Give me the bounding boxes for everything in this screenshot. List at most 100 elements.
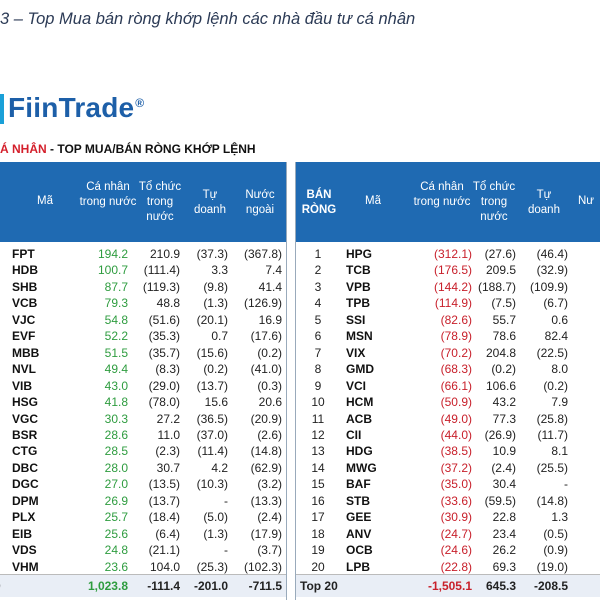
top-net-sell-table: BÁN RÒNG Mã Cá nhân trong nước Tổ chức t… xyxy=(296,162,600,598)
tu-doanh-value: (0.2) xyxy=(543,378,568,393)
table-row: VGC 30.3 27.2 (36.5) (20.9) xyxy=(0,411,286,428)
logo-accent-bar xyxy=(0,94,4,124)
stock-code: MSN xyxy=(346,329,373,344)
row-rank: 9 xyxy=(314,378,322,393)
table-row: 17 GEE (30.9) 22.8 1.3 xyxy=(296,509,600,526)
to-chuc-value: (0.2) xyxy=(491,362,516,377)
to-chuc-value: 48.8 xyxy=(156,296,180,311)
stock-code: DPM xyxy=(12,493,39,508)
table-row: 3 VPB (144.2) (188.7) (109.9) xyxy=(296,279,600,296)
logo-registered-mark: ® xyxy=(135,96,145,110)
tu-doanh-value: (11.4) xyxy=(197,444,228,459)
stock-code: GEE xyxy=(346,510,372,525)
right-total-to-chuc: 645.3 xyxy=(485,579,516,593)
stock-code: SSI xyxy=(346,312,366,327)
top-net-buy-table: Mã Cá nhân trong nước Tổ chức trong nước… xyxy=(0,162,286,598)
ca-nhan-value: 52.2 xyxy=(104,329,128,344)
table-row: 6 MSN (78.9) 78.6 82.4 xyxy=(296,328,600,345)
ca-nhan-value: 26.9 xyxy=(104,493,128,508)
tu-doanh-value: - xyxy=(564,477,568,492)
table-row: DGC 27.0 (13.5) (10.3) (3.2) xyxy=(0,476,286,493)
nuoc-ngoai-value: (17.6) xyxy=(250,329,282,344)
to-chuc-value: 43.2 xyxy=(492,395,516,409)
to-chuc-value: (119.3) xyxy=(142,279,180,294)
stock-code: EIB xyxy=(12,526,33,541)
nuoc-ngoai-value: (367.8) xyxy=(243,247,282,261)
stock-code: HDG xyxy=(346,444,373,459)
to-chuc-value: 106.6 xyxy=(485,378,516,393)
right-total-label: Top 20 xyxy=(300,579,338,593)
to-chuc-value: 22.8 xyxy=(492,510,516,525)
left-total-row: 0 1,023.8 -111.4 -201.0 -711.5 xyxy=(0,574,286,597)
nuoc-ngoai-value: 41.4 xyxy=(258,279,282,294)
stock-code: TPB xyxy=(346,296,370,311)
table-row: 4 TPB (114.9) (7.5) (6.7) xyxy=(296,295,600,312)
stock-code: MBB xyxy=(12,345,40,360)
to-chuc-value: 11.0 xyxy=(157,427,180,442)
table-row: VHM 23.6 104.0 (25.3) (102.3) xyxy=(0,559,286,576)
tu-doanh-value: (5.0) xyxy=(203,510,228,525)
right-header-tu-doanh: Tự doanh xyxy=(528,189,560,216)
tu-doanh-value: (22.5) xyxy=(536,345,568,360)
ca-nhan-value: (24.6) xyxy=(440,543,472,558)
nuoc-ngoai-value: (3.7) xyxy=(257,543,282,558)
to-chuc-value: 69.3 xyxy=(492,559,516,574)
tu-doanh-value: 15.6 xyxy=(204,395,228,409)
left-header-tu-doanh: Tự doanh xyxy=(194,189,226,216)
to-chuc-value: (18.4) xyxy=(148,510,180,525)
tu-doanh-value: 4.2 xyxy=(211,460,228,475)
tu-doanh-value: 0.7 xyxy=(211,329,228,344)
stock-code: NVL xyxy=(12,362,36,377)
to-chuc-value: 204.8 xyxy=(485,345,516,360)
tu-doanh-value: (32.9) xyxy=(536,263,568,278)
tu-doanh-value: (37.0) xyxy=(196,427,228,442)
stock-code: STB xyxy=(346,493,370,508)
tu-doanh-value: (0.2) xyxy=(203,362,228,377)
table-row: BSR 28.6 11.0 (37.0) (2.6) xyxy=(0,427,286,444)
tu-doanh-value: (13.7) xyxy=(196,378,228,393)
stock-code: ACB xyxy=(346,411,372,426)
table-row: 16 STB (33.6) (59.5) (14.8) xyxy=(296,493,600,510)
nuoc-ngoai-value: (20.9) xyxy=(250,411,282,426)
stock-code: GMD xyxy=(346,362,374,377)
row-rank: 16 xyxy=(311,493,325,508)
to-chuc-value: (8.3) xyxy=(155,362,180,377)
table-row: DBC 28.0 30.7 4.2 (62.9) xyxy=(0,460,286,477)
to-chuc-value: 23.4 xyxy=(492,526,516,541)
left-header-to-chuc: Tổ chức trong nước xyxy=(138,181,182,223)
tu-doanh-value: (11.7) xyxy=(537,427,568,442)
to-chuc-value: (13.5) xyxy=(148,477,180,492)
to-chuc-value: (26.9) xyxy=(484,427,516,442)
tu-doanh-value: (9.8) xyxy=(203,279,228,294)
stock-code: LPB xyxy=(346,559,370,574)
left-header-ca-nhan: Cá nhân trong nước xyxy=(79,181,137,208)
to-chuc-value: (51.6) xyxy=(148,312,180,327)
figure-caption: 3 – Top Mua bán ròng khớp lệnh các nhà đ… xyxy=(0,10,416,28)
row-rank: 11 xyxy=(311,411,325,426)
left-header-nuoc-ngoai: Nước ngoài xyxy=(245,189,275,216)
table-row: 12 CII (44.0) (26.9) (11.7) xyxy=(296,427,600,444)
ca-nhan-value: (22.8) xyxy=(440,559,472,574)
stock-code: HCM xyxy=(346,395,374,409)
row-rank: 12 xyxy=(311,427,325,442)
ca-nhan-value: 27.0 xyxy=(104,477,128,492)
stock-code: HDB xyxy=(12,263,38,278)
tu-doanh-value: 8.1 xyxy=(551,444,568,459)
stock-code: OCB xyxy=(346,543,373,558)
to-chuc-value: (111.4) xyxy=(143,263,180,278)
to-chuc-value: (21.1) xyxy=(148,543,180,558)
nuoc-ngoai-value: (62.9) xyxy=(250,460,282,475)
row-rank: 2 xyxy=(314,263,322,278)
tu-doanh-value: (109.9) xyxy=(529,279,568,294)
table-row: MBB 51.5 (35.7) (15.6) (0.2) xyxy=(0,345,286,362)
stock-code: BAF xyxy=(346,477,371,492)
table-row: EIB 25.6 (6.4) (1.3) (17.9) xyxy=(0,526,286,543)
stock-code: VPB xyxy=(346,279,371,294)
nuoc-ngoai-value: (14.8) xyxy=(250,444,282,459)
left-header-code: Mã xyxy=(37,195,53,207)
to-chuc-value: (6.4) xyxy=(155,526,180,541)
to-chuc-value: 55.7 xyxy=(492,312,516,327)
stock-code: HSG xyxy=(12,395,39,409)
nuoc-ngoai-value: (0.2) xyxy=(257,345,282,360)
table-row: 14 MWG (37.2) (2.4) (25.5) xyxy=(296,460,600,477)
